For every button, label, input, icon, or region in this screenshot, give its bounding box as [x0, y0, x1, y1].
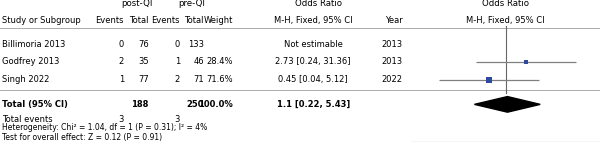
Text: 0.45 [0.04, 5.12]: 0.45 [0.04, 5.12]: [278, 75, 348, 84]
Text: 0: 0: [119, 39, 124, 49]
Text: Total: Total: [184, 16, 204, 25]
Text: M-H, Fixed, 95% CI: M-H, Fixed, 95% CI: [466, 16, 545, 25]
Text: Events: Events: [152, 16, 180, 25]
Text: 3: 3: [119, 115, 124, 124]
Text: 1.1 [0.22, 5.43]: 1.1 [0.22, 5.43]: [277, 100, 350, 109]
Text: Weight: Weight: [203, 16, 233, 25]
Text: 0: 0: [175, 39, 180, 49]
Text: Year: Year: [385, 16, 403, 25]
Text: Total: Total: [129, 16, 149, 25]
Text: 46: 46: [193, 57, 204, 66]
Text: 133: 133: [188, 39, 204, 49]
Text: Heterogeneity: Chi² = 1.04, df = 1 (P = 0.31); I² = 4%: Heterogeneity: Chi² = 1.04, df = 1 (P = …: [2, 123, 208, 132]
Text: 1: 1: [175, 57, 180, 66]
Text: 3: 3: [175, 115, 180, 124]
Polygon shape: [475, 97, 540, 112]
Text: Events: Events: [95, 16, 124, 25]
Text: Study or Subgroup: Study or Subgroup: [2, 16, 81, 25]
Text: 250: 250: [187, 100, 204, 109]
Text: Total (95% CI): Total (95% CI): [2, 100, 68, 109]
Text: 2: 2: [175, 75, 180, 84]
Text: 2022: 2022: [382, 75, 403, 84]
Text: 1: 1: [119, 75, 124, 84]
Text: Odds Ratio: Odds Ratio: [295, 0, 342, 8]
Text: 71: 71: [193, 75, 204, 84]
Text: 77: 77: [138, 75, 149, 84]
Text: 188: 188: [131, 100, 149, 109]
Text: 76: 76: [138, 39, 149, 49]
Text: 2.73 [0.24, 31.36]: 2.73 [0.24, 31.36]: [275, 57, 351, 66]
Text: M-H, Fixed, 95% CI: M-H, Fixed, 95% CI: [274, 16, 352, 25]
Text: Singh 2022: Singh 2022: [2, 75, 49, 84]
Text: Godfrey 2013: Godfrey 2013: [2, 57, 59, 66]
Text: 71.6%: 71.6%: [206, 75, 233, 84]
Text: 35: 35: [138, 57, 149, 66]
Text: post-QI: post-QI: [121, 0, 152, 8]
Text: pre-QI: pre-QI: [178, 0, 205, 8]
Text: Test for overall effect: Z = 0.12 (P = 0.91): Test for overall effect: Z = 0.12 (P = 0…: [2, 133, 162, 142]
Text: Total events: Total events: [2, 115, 53, 124]
Text: Odds Ratio: Odds Ratio: [482, 0, 529, 8]
Text: Not estimable: Not estimable: [284, 39, 343, 49]
Text: 100.0%: 100.0%: [198, 100, 233, 109]
Text: 2: 2: [119, 57, 124, 66]
Text: 2013: 2013: [382, 57, 403, 66]
Text: 2013: 2013: [382, 39, 403, 49]
Text: Billimoria 2013: Billimoria 2013: [2, 39, 65, 49]
Text: 28.4%: 28.4%: [206, 57, 233, 66]
